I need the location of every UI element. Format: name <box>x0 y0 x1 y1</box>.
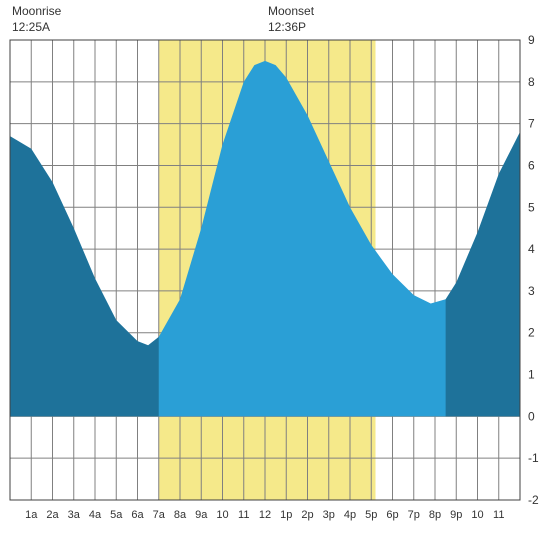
moonset-title: Moonset <box>268 4 314 18</box>
svg-text:9p: 9p <box>450 509 462 521</box>
svg-text:6a: 6a <box>131 509 144 521</box>
svg-text:8: 8 <box>528 75 535 89</box>
svg-text:-2: -2 <box>528 493 539 507</box>
svg-text:7p: 7p <box>408 509 420 521</box>
svg-text:5a: 5a <box>110 509 123 521</box>
svg-text:12: 12 <box>259 509 271 521</box>
svg-text:5: 5 <box>528 200 535 214</box>
svg-text:6p: 6p <box>386 509 398 521</box>
svg-text:5p: 5p <box>365 509 377 521</box>
svg-text:3p: 3p <box>323 509 335 521</box>
moonrise-label: Moonrise 12:25A <box>12 4 61 35</box>
svg-text:8p: 8p <box>429 509 441 521</box>
svg-text:-1: -1 <box>528 451 539 465</box>
svg-text:10: 10 <box>471 509 483 521</box>
svg-text:0: 0 <box>528 409 535 423</box>
svg-text:4a: 4a <box>89 509 102 521</box>
svg-text:1p: 1p <box>280 509 292 521</box>
moonset-label: Moonset 12:36P <box>268 4 314 35</box>
moonset-time: 12:36P <box>268 20 306 34</box>
svg-text:11: 11 <box>238 509 249 521</box>
svg-text:1: 1 <box>528 368 535 382</box>
svg-text:6: 6 <box>528 158 535 172</box>
svg-text:2a: 2a <box>46 509 59 521</box>
svg-text:4p: 4p <box>344 509 356 521</box>
svg-text:9a: 9a <box>195 509 208 521</box>
tide-chart: Moonrise 12:25A Moonset 12:36P -2-101234… <box>0 0 550 550</box>
svg-text:2: 2 <box>528 326 535 340</box>
moonrise-title: Moonrise <box>12 4 61 18</box>
svg-text:1a: 1a <box>25 509 38 521</box>
svg-text:10: 10 <box>216 509 228 521</box>
chart-svg: -2-101234567891a2a3a4a5a6a7a8a9a1011121p… <box>0 0 550 550</box>
svg-text:11: 11 <box>493 509 504 521</box>
svg-text:3: 3 <box>528 284 535 298</box>
svg-text:7a: 7a <box>153 509 166 521</box>
svg-text:8a: 8a <box>174 509 187 521</box>
svg-text:2p: 2p <box>301 509 313 521</box>
svg-text:9: 9 <box>528 33 535 47</box>
svg-text:4: 4 <box>528 242 535 256</box>
moonrise-time: 12:25A <box>12 20 50 34</box>
svg-text:7: 7 <box>528 117 535 131</box>
svg-text:3a: 3a <box>68 509 81 521</box>
